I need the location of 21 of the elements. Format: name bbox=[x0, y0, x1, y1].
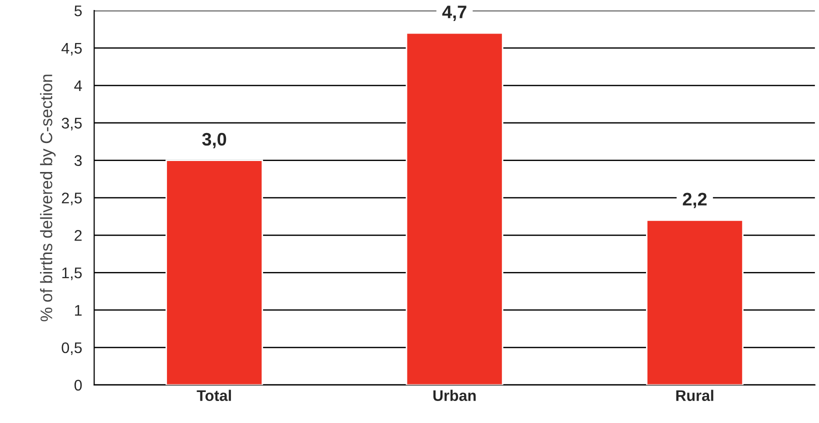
y-tick-label: 4 bbox=[74, 80, 82, 91]
y-tick-label: 3 bbox=[74, 155, 82, 166]
x-tick-label: Total bbox=[196, 390, 231, 402]
y-axis-title: % of births delivered by C-section bbox=[40, 74, 56, 322]
y-tick-label: 3,5 bbox=[62, 118, 82, 130]
y-tick-label: 1,5 bbox=[62, 268, 82, 280]
bar bbox=[406, 32, 504, 385]
data-label: 4,7 bbox=[442, 6, 466, 21]
x-tick-label: Rural bbox=[676, 390, 714, 402]
y-tick-label: 0,5 bbox=[62, 342, 82, 355]
data-label: 2,2 bbox=[682, 192, 707, 208]
y-tick-label: 0 bbox=[74, 380, 82, 391]
y-tick-label: 4,5 bbox=[61, 43, 82, 56]
y-tick-label: 1 bbox=[75, 305, 82, 316]
bar bbox=[646, 220, 744, 385]
bar bbox=[166, 160, 264, 385]
y-tick-label: 2,5 bbox=[62, 192, 82, 206]
y-tick-label: 2 bbox=[74, 230, 82, 241]
x-tick-label: Urban bbox=[433, 390, 476, 402]
y-tick-label: 5 bbox=[74, 6, 82, 16]
data-label: 3,0 bbox=[202, 132, 226, 148]
